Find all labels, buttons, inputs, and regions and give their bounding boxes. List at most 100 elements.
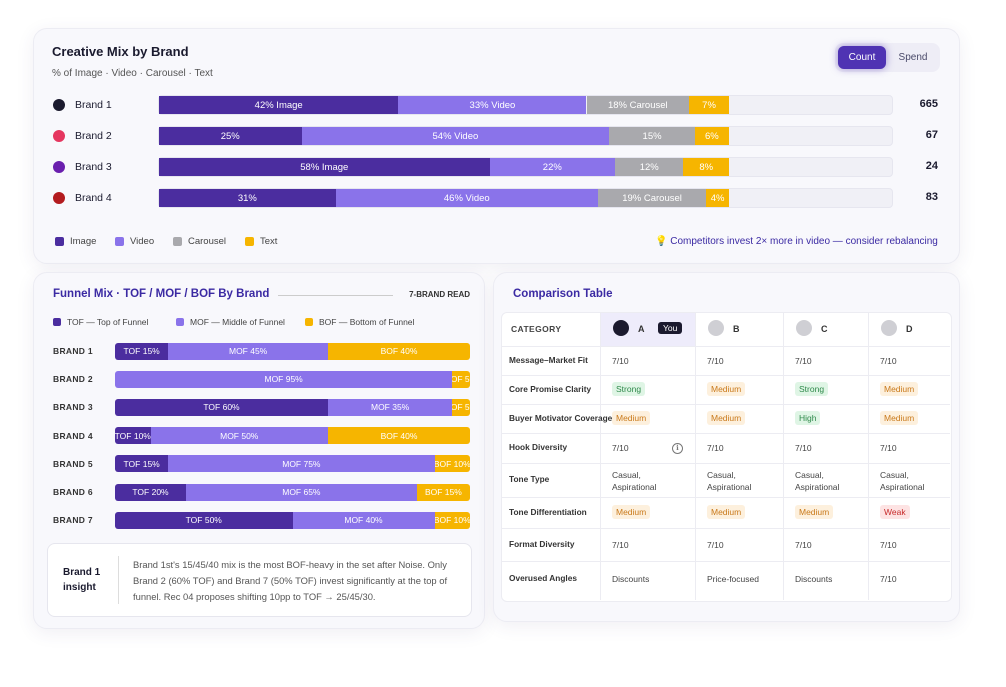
total: 665 <box>919 98 938 110</box>
subtitle: % of Image · Video · Carousel · Text <box>52 68 213 79</box>
row-line <box>501 463 950 464</box>
header-cell: A <box>638 324 645 334</box>
category: Core Promise Clarity <box>509 383 592 394</box>
bar-segment: 19% Carousel <box>597 189 707 207</box>
bar-segment: MOF 35% <box>328 398 453 416</box>
bar-segment: MOF 50% <box>150 427 328 445</box>
cell: 7/10 <box>880 443 897 453</box>
brand-name: Brand 3 <box>75 161 112 173</box>
col-line <box>868 312 869 600</box>
brand-name: Brand 2 <box>75 130 112 142</box>
cell: 7/10 <box>795 443 812 453</box>
bar-segment: 46% Video <box>335 189 598 207</box>
cell: Medium <box>612 504 651 519</box>
total: 24 <box>925 160 938 172</box>
category: Format Diversity <box>509 538 575 549</box>
track: 58% Image 22% 12% 8% <box>158 157 893 177</box>
legend-label: MOF — Middle of Funnel <box>190 317 285 327</box>
bar-segment: TOF 15% <box>115 455 169 473</box>
insight-label: Brand 1 insight <box>63 567 101 593</box>
category: Tone Type <box>509 474 550 484</box>
legend-swatch <box>176 318 184 326</box>
header-cell: D <box>906 324 913 334</box>
cell: Casual, Aspirational <box>880 470 925 492</box>
brand-name: BRAND 1 <box>53 346 93 356</box>
bar-segment: 12% <box>615 158 684 176</box>
bar-segment: 4% <box>706 189 729 207</box>
brand-name: BRAND 3 <box>53 402 93 413</box>
toggle-count[interactable]: Count <box>838 46 886 69</box>
bar-segment: TOF 15% <box>115 342 169 360</box>
table <box>501 312 952 602</box>
legend-label: Carousel <box>188 236 227 247</box>
row-line <box>501 497 950 498</box>
cell: Discounts <box>795 574 833 584</box>
legend-label: Video <box>130 236 155 247</box>
insight-box <box>47 543 472 617</box>
cell: Medium <box>707 381 746 396</box>
avatar <box>881 320 897 336</box>
brand-dot <box>53 161 65 173</box>
cell: 7/10 <box>612 443 629 453</box>
cell: Price-focused <box>707 574 759 584</box>
track: TOF 15% MOF 75% BOF 10% <box>115 455 470 473</box>
brand-name: BRAND 7 <box>53 515 93 526</box>
legend-label: TOF — Top of Funnel <box>67 317 149 327</box>
brand-dot <box>53 99 65 111</box>
bar-segment: TOF 50% <box>115 511 293 529</box>
bar-segment: 31% <box>159 189 336 207</box>
bar-segment: BOF 5% <box>452 370 470 388</box>
you-badge: You <box>658 322 683 334</box>
track: TOF 10% MOF 50% BOF 40% <box>115 427 470 445</box>
cell: Discounts <box>612 574 650 584</box>
cell: 7/10 <box>707 443 724 453</box>
row-line <box>501 433 950 434</box>
bar-segment: 7% <box>689 96 729 114</box>
legend-swatch <box>115 237 124 246</box>
header-cell: B <box>733 324 740 334</box>
cell: Medium <box>795 504 834 519</box>
cell: High <box>795 410 821 425</box>
avatar <box>796 320 812 336</box>
cell: Strong <box>612 381 646 396</box>
cell: Medium <box>880 381 919 396</box>
row-line <box>501 404 950 405</box>
category: Hook Diversity <box>509 442 568 452</box>
bar-segment: BOF 40% <box>328 342 470 360</box>
bar-segment: 8% <box>683 158 729 176</box>
brand-name: BRAND 2 <box>53 374 93 385</box>
cell: Medium <box>707 410 746 425</box>
brand-name: BRAND 4 <box>53 430 93 441</box>
row-line <box>501 346 950 347</box>
col-line <box>695 312 696 600</box>
legend-swatch <box>53 318 61 326</box>
bar-segment: BOF 40% <box>328 427 470 445</box>
title: Creative Mix by Brand <box>52 44 189 59</box>
bar-segment: MOF 75% <box>168 455 435 473</box>
bar-segment: BOF 10% <box>434 455 470 473</box>
category: Message–Market Fit <box>509 354 588 365</box>
cell: 7/10 <box>707 355 724 366</box>
avatar <box>708 320 724 336</box>
cell: 7/10 <box>880 574 897 584</box>
brand-name: BRAND 5 <box>53 458 93 469</box>
cell: Weak <box>880 504 910 519</box>
row-line <box>501 528 950 529</box>
bar-segment: 42% Image <box>159 96 399 114</box>
toggle-spend[interactable]: Spend <box>898 52 928 63</box>
funnel-title: Funnel Mix · TOF / MOF / BOF By Brand <box>53 288 270 300</box>
bar-segment: 15% <box>609 127 695 145</box>
row-line <box>501 375 950 376</box>
creative-card <box>33 28 960 264</box>
track: TOF 50% MOF 40% BOF 10% <box>115 511 470 529</box>
note-text: Competitors invest 2× more in video — co… <box>670 236 938 247</box>
bar-segment: 33% Video <box>398 96 587 114</box>
cell: 7/10 <box>612 355 629 366</box>
bar-segment: MOF 95% <box>115 370 453 388</box>
legend-swatch <box>173 237 182 246</box>
bar-segment: 58% Image <box>159 158 490 176</box>
total: 83 <box>925 191 938 203</box>
cell: 7/10 <box>612 539 629 550</box>
bar-segment: BOF 15% <box>416 483 470 501</box>
